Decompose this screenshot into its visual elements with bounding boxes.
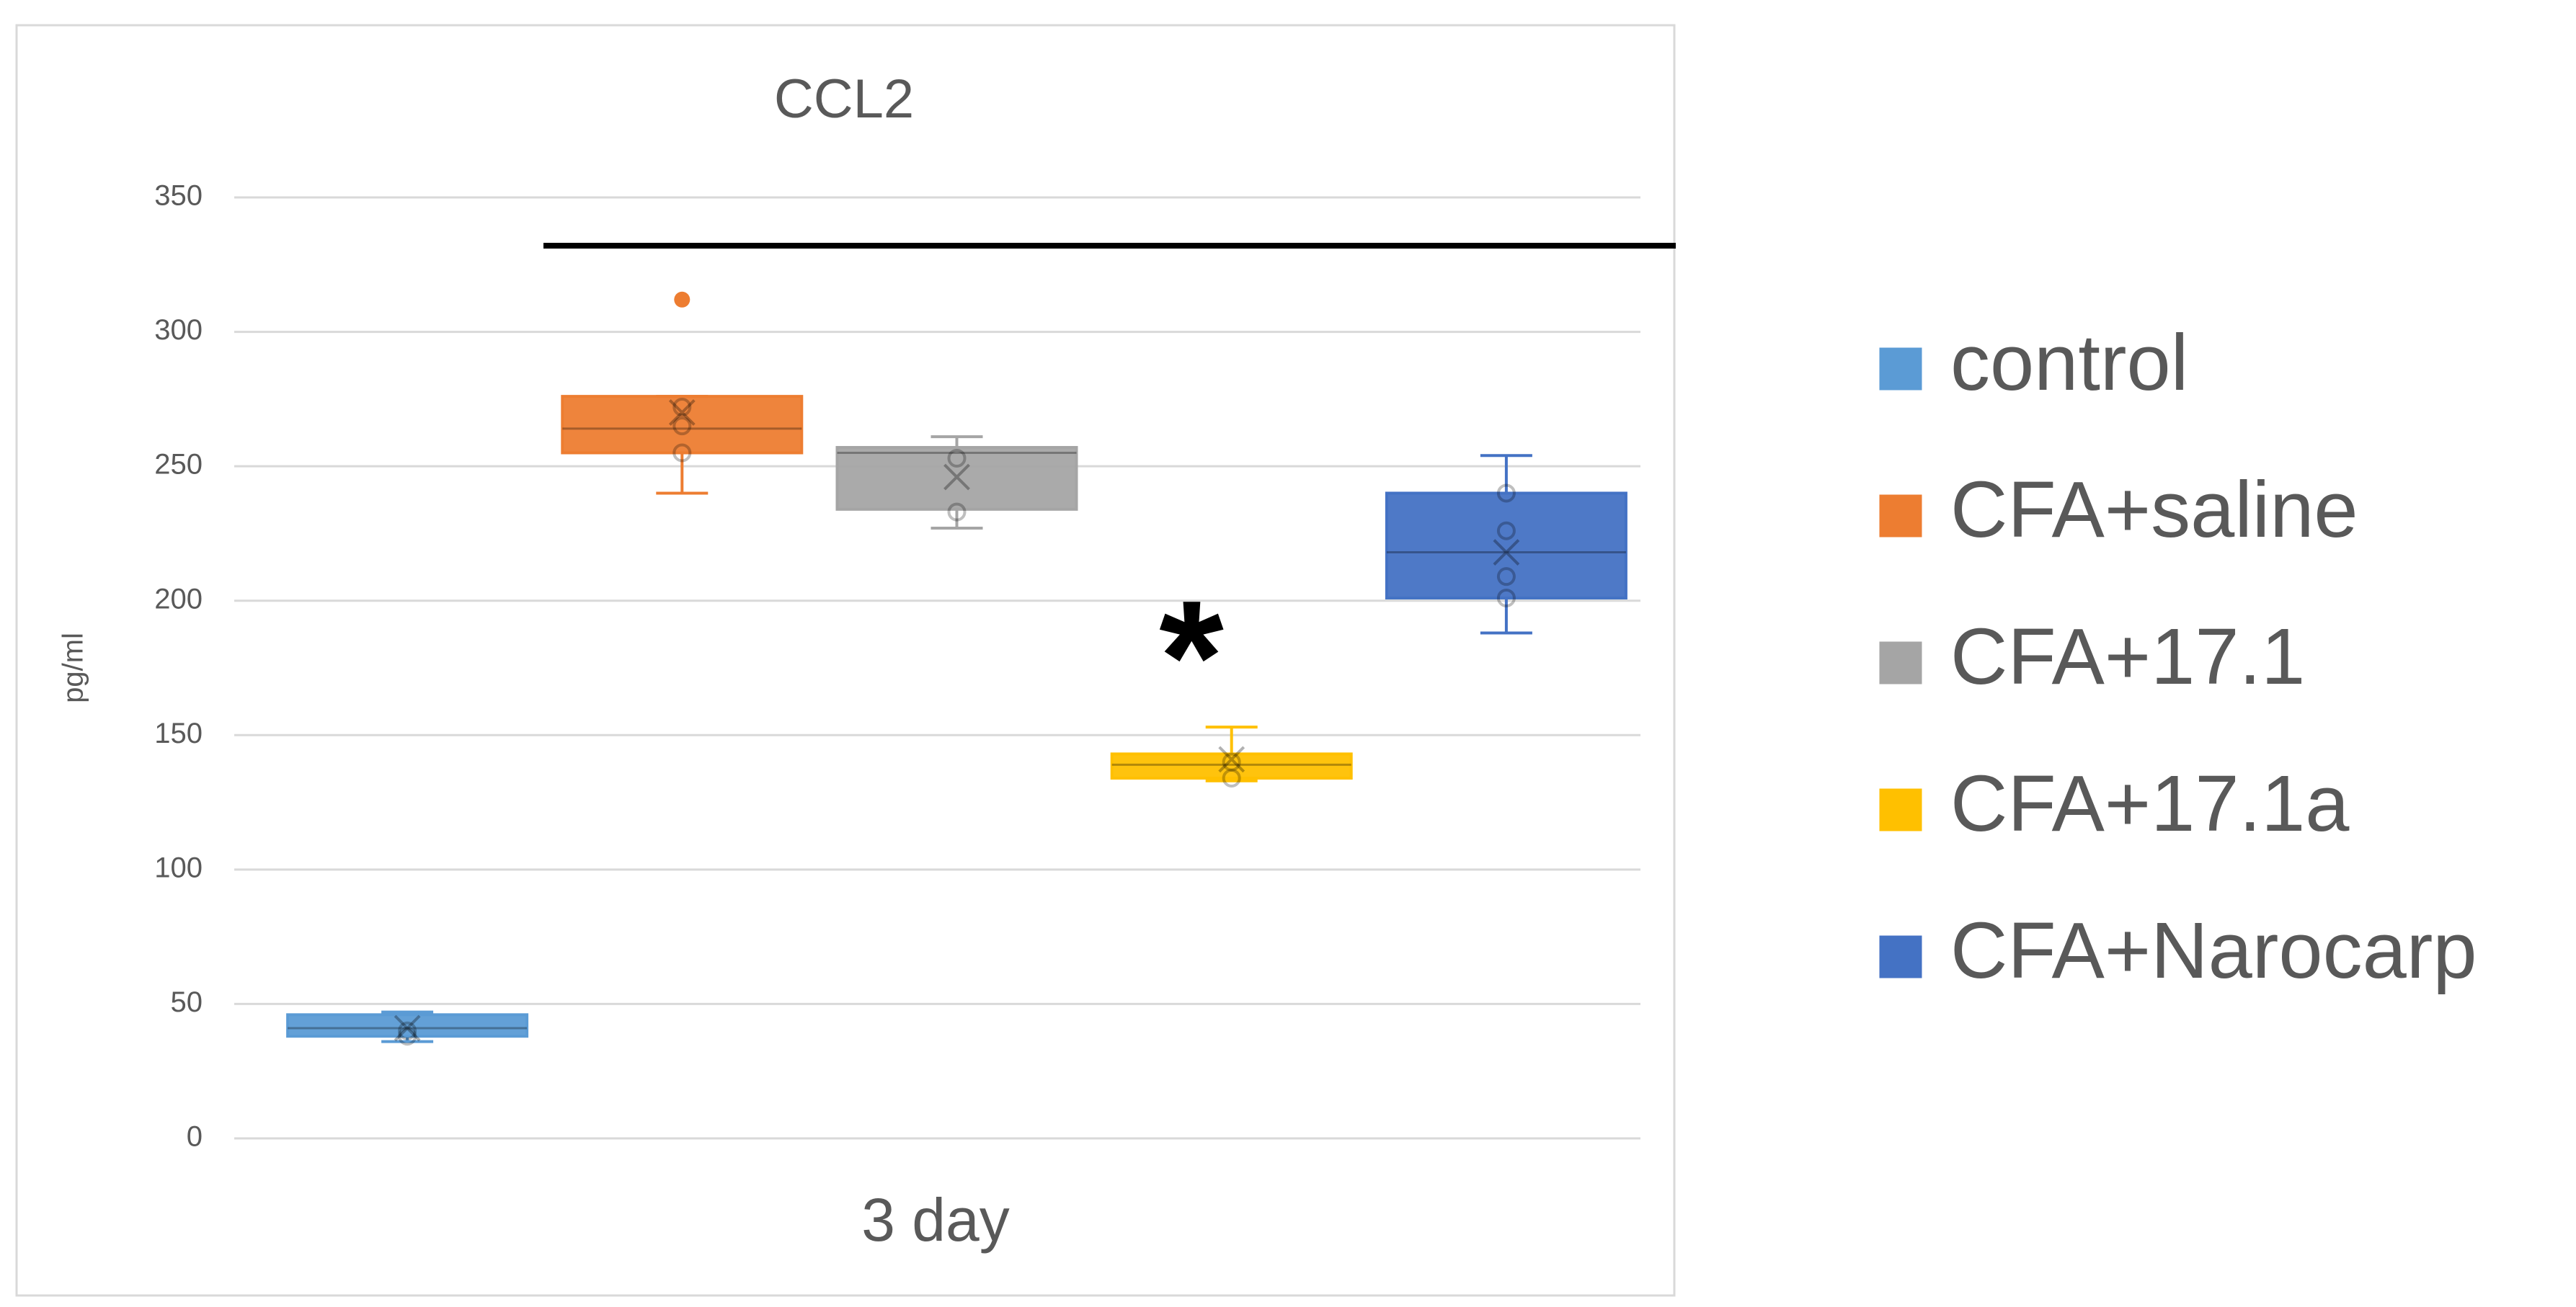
data-point	[947, 448, 967, 468]
data-point	[672, 398, 692, 417]
y-tick-label: 250	[154, 449, 203, 481]
data-point	[672, 416, 692, 436]
box	[1110, 752, 1353, 780]
mean-marker	[1493, 539, 1520, 566]
data-point	[398, 1027, 417, 1046]
legend-swatch	[1877, 345, 1924, 393]
y-tick-label: 150	[154, 718, 203, 749]
data-point	[672, 443, 692, 463]
legend-label: control	[1950, 318, 2188, 407]
mean-marker	[1218, 746, 1245, 773]
legend-label: CFA+17.1	[1950, 612, 2305, 701]
box	[286, 1013, 529, 1038]
box	[561, 395, 804, 455]
legend-swatch	[1877, 933, 1924, 981]
data-point	[1496, 483, 1516, 503]
data-point	[1496, 521, 1516, 540]
data-point	[947, 502, 967, 522]
y-tick-label: 0	[187, 1121, 203, 1153]
chart-frame	[15, 24, 1676, 1297]
data-point	[1496, 567, 1516, 586]
data-point	[1222, 752, 1241, 772]
box	[1385, 491, 1627, 599]
legend-label: CFA+17.1a	[1950, 759, 2350, 848]
y-axis-label: pg/ml	[58, 633, 89, 703]
data-point	[398, 1021, 417, 1040]
chart-title: CCL2	[774, 68, 914, 130]
mean-marker	[394, 1014, 421, 1042]
legend-swatch	[1877, 786, 1924, 834]
y-tick-label: 50	[171, 986, 203, 1018]
legend-label: CFA+Narocarp	[1950, 906, 2477, 995]
data-point	[1222, 768, 1241, 788]
y-tick-label: 300	[154, 314, 203, 346]
legend-swatch	[1877, 639, 1924, 687]
mean-marker	[943, 463, 970, 491]
y-tick-label: 100	[154, 852, 203, 883]
significance-asterisk: *	[1159, 564, 1224, 749]
legend-label: CFA+saline	[1950, 465, 2358, 554]
legend-swatch	[1877, 492, 1924, 540]
outlier	[674, 291, 690, 308]
mean-marker	[668, 399, 696, 426]
box	[835, 446, 1078, 511]
y-tick-label: 350	[154, 180, 203, 212]
x-category-label: 3 day	[861, 1186, 1010, 1254]
data-point	[1496, 588, 1516, 607]
y-tick-label: 200	[154, 583, 203, 615]
